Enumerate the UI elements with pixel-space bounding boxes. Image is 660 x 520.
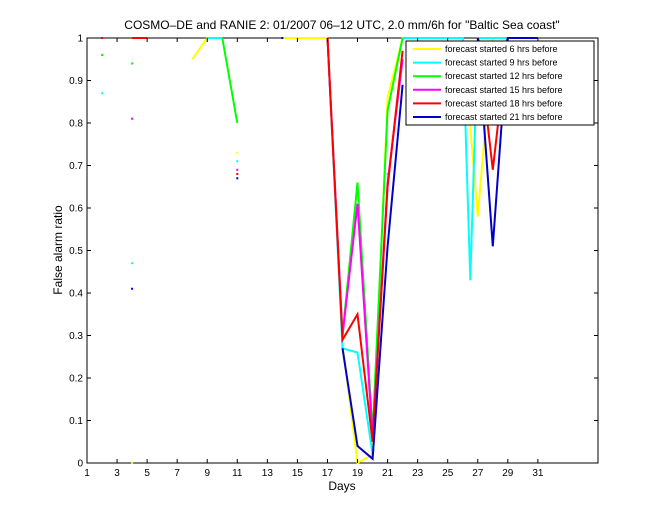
y-tick-label: 0.6 (69, 204, 83, 215)
series-layer (101, 37, 538, 465)
legend-items: forecast started 6 hrs before forecast st… (413, 44, 563, 122)
x-tick-label: 9 (204, 468, 210, 479)
x-tick-label: 15 (292, 468, 304, 479)
series-point (131, 262, 134, 265)
y-tick-label: 0.7 (69, 161, 83, 172)
x-tick-label: 27 (472, 468, 484, 479)
x-tick-label: 19 (352, 468, 364, 479)
series-point (101, 37, 104, 39)
x-tick-label: 11 (232, 468, 243, 479)
legend-entry: forecast started 12 hrs before (445, 71, 563, 81)
y-axis-ticks: 0 0.1 0.2 0.3 0.4 0.5 0.6 0.7 0.8 0.9 1 (69, 34, 598, 470)
series-point (236, 160, 239, 163)
x-tick-label: 13 (262, 468, 274, 479)
x-axis-title: Days (328, 479, 355, 493)
x-tick-label: 31 (532, 468, 544, 479)
x-tick-label: 5 (144, 468, 150, 479)
legend-entry: forecast started 21 hrs before (445, 112, 563, 122)
series-point (131, 287, 134, 290)
y-tick-label: 0.1 (69, 416, 83, 427)
legend-entry: forecast started 15 hrs before (445, 85, 563, 95)
legend-entry: forecast started 9 hrs before (445, 58, 558, 68)
series-point (101, 54, 104, 56)
chart-title: COSMO–DE and RANIE 2: 01/2007 06–12 UTC,… (124, 18, 559, 32)
x-axis-ticks: 1 3 5 7 9 11 13 15 17 19 21 23 25 27 29 31 (84, 38, 544, 479)
series-line (326, 37, 404, 442)
y-tick-label: 0.4 (69, 289, 83, 300)
legend-box (405, 40, 595, 126)
x-tick-label: 1 (84, 468, 90, 479)
legend-entry: forecast started 18 hrs before (445, 98, 563, 108)
series-point (386, 173, 389, 175)
series-line (221, 37, 239, 124)
y-tick-label: 0.9 (69, 76, 83, 87)
x-tick-label: 25 (442, 468, 454, 479)
series-point (281, 37, 284, 39)
x-tick-label: 21 (382, 468, 394, 479)
series-point (101, 92, 104, 95)
y-tick-label: 0.5 (69, 246, 83, 257)
x-tick-label: 29 (502, 468, 514, 479)
series-point (131, 62, 134, 65)
series-point (236, 168, 239, 171)
x-tick-label: 7 (174, 468, 180, 479)
y-tick-label: 0.8 (69, 119, 83, 130)
x-tick-label: 17 (322, 468, 334, 479)
legend-entry: forecast started 6 hrs before (445, 44, 558, 54)
series-line (191, 37, 209, 60)
series-line (341, 84, 404, 461)
y-axis-title: False alarm ratio (51, 205, 65, 295)
legend: forecast started 6 hrs before forecast st… (405, 40, 595, 126)
series-point (131, 462, 134, 464)
y-tick-label: 1 (77, 34, 83, 45)
y-tick-label: 0 (77, 459, 83, 470)
series-point (236, 151, 239, 154)
series-point (236, 173, 239, 175)
x-tick-label: 3 (114, 468, 120, 479)
y-tick-label: 0.2 (69, 374, 83, 385)
x-tick-label: 23 (412, 468, 424, 479)
series-point (131, 117, 134, 120)
y-tick-label: 0.3 (69, 331, 83, 342)
series-point (236, 177, 239, 180)
